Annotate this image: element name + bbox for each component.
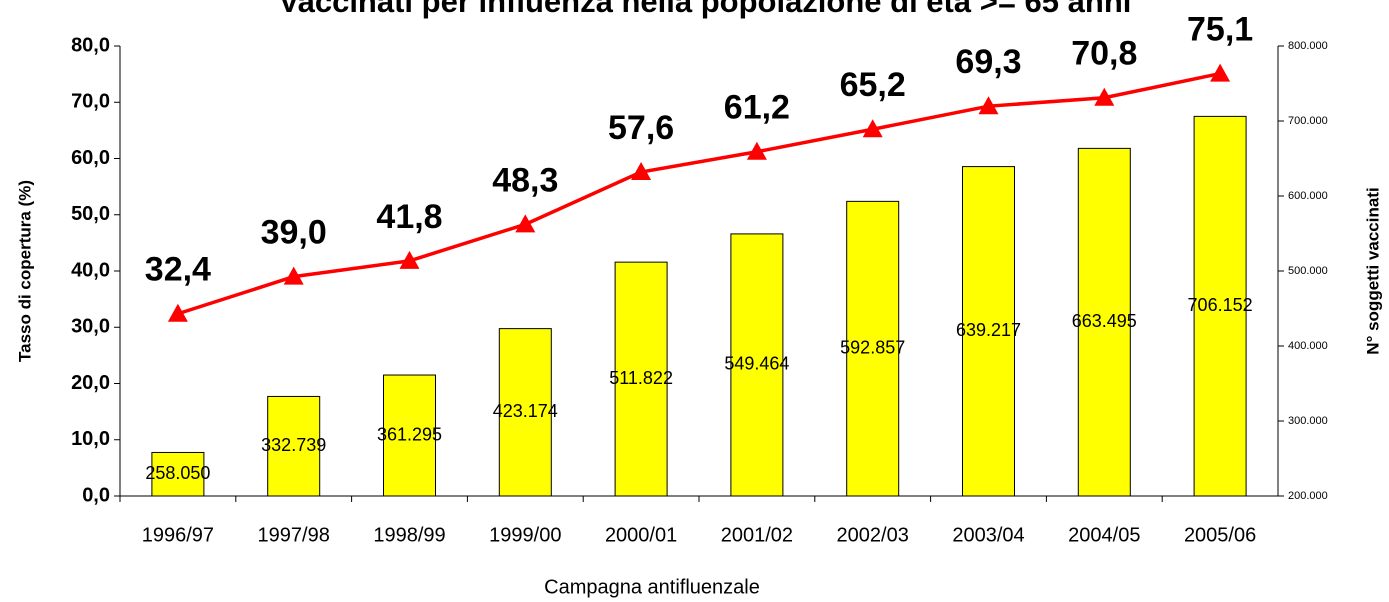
- line-value-label: 70,8: [1071, 35, 1137, 73]
- line-value-label: 39,0: [261, 214, 327, 252]
- line-value-label: 75,1: [1187, 11, 1253, 49]
- bar-value-label: 423.174: [493, 401, 558, 421]
- y2-tick-label: 800.000: [1288, 40, 1328, 52]
- line-value-label: 32,4: [145, 251, 211, 289]
- x-tick-label: 1998/99: [373, 524, 445, 546]
- line-value-label: 48,3: [492, 161, 558, 199]
- bar: [730, 233, 784, 497]
- y-tick-label: 80,0: [71, 34, 110, 56]
- line-marker: [167, 303, 188, 322]
- y-axis-title: Tasso di copertura (%): [15, 180, 34, 362]
- y2-tick-label: 400.000: [1288, 340, 1328, 352]
- x-tick-label: 1996/97: [142, 524, 214, 546]
- y-tick-label: 70,0: [71, 91, 110, 113]
- bar: [1193, 115, 1247, 497]
- x-axis-title: Campagna antifluenzale: [544, 576, 760, 598]
- line-marker: [862, 119, 883, 138]
- bar: [1077, 147, 1131, 497]
- bar-value-label: 511.822: [609, 368, 673, 388]
- x-tick-label: 2003/04: [952, 524, 1024, 546]
- y-tick-label: 50,0: [71, 203, 110, 225]
- bar-value-label: 549.464: [724, 354, 789, 374]
- line-value-label: 41,8: [376, 198, 442, 236]
- x-tick-label: 2002/03: [837, 524, 909, 546]
- line: [177, 71, 1221, 316]
- y-tick-label: 20,0: [71, 372, 110, 394]
- line-marker: [515, 214, 536, 233]
- bar: [962, 166, 1015, 497]
- bar: [614, 261, 668, 497]
- y-tick-label: 60,0: [71, 147, 110, 169]
- y2-axis-title: N° soggetti vaccinati: [1363, 187, 1382, 354]
- x-tick-label: 2001/02: [721, 524, 793, 546]
- bar-value-label: 663.495: [1072, 311, 1137, 331]
- bar: [383, 374, 436, 497]
- bar: [498, 328, 552, 497]
- y-tick-label: 10,0: [71, 428, 110, 450]
- bar-value-label: 706.152: [1188, 295, 1253, 315]
- bar: [151, 451, 205, 497]
- y-tick-label: 0,0: [82, 484, 110, 506]
- x-tick-label: 2005/06: [1184, 524, 1256, 546]
- bar-value-label: 332.739: [261, 435, 326, 455]
- bar-value-label: 258.050: [145, 463, 210, 483]
- x-tick-label: 2004/05: [1068, 524, 1140, 546]
- x-tick-label: 2000/01: [605, 524, 677, 546]
- y2-tick-label: 600.000: [1288, 190, 1328, 202]
- line-marker: [1210, 63, 1231, 82]
- x-tick-label: 1999/00: [489, 524, 561, 546]
- y2-tick-label: 300.000: [1288, 415, 1328, 427]
- chart-title: Vaccinati per influenza nella popolazion…: [279, 0, 1132, 19]
- y-tick-label: 40,0: [71, 259, 110, 281]
- y2-tick-label: 500.000: [1288, 265, 1328, 277]
- x-tick-label: 1997/98: [258, 524, 330, 546]
- line-value-label: 69,3: [955, 43, 1021, 81]
- bar-value-label: 639.217: [956, 320, 1021, 340]
- line-value-label: 61,2: [724, 89, 790, 127]
- line-value-label: 65,2: [840, 66, 906, 104]
- line-marker: [1094, 87, 1115, 106]
- bar: [267, 395, 321, 497]
- y2-tick-label: 700.000: [1288, 115, 1328, 127]
- bar-value-label: 361.295: [377, 424, 442, 444]
- line-value-label: 57,6: [608, 109, 674, 147]
- y2-tick-label: 200.000: [1288, 490, 1328, 502]
- bar-value-label: 592.857: [840, 337, 905, 357]
- line-marker: [283, 266, 304, 285]
- line-marker: [746, 141, 767, 160]
- line-marker: [399, 250, 420, 269]
- line-marker: [631, 162, 652, 180]
- y-tick-label: 30,0: [71, 316, 110, 338]
- line-marker: [978, 96, 999, 115]
- bar: [846, 200, 900, 497]
